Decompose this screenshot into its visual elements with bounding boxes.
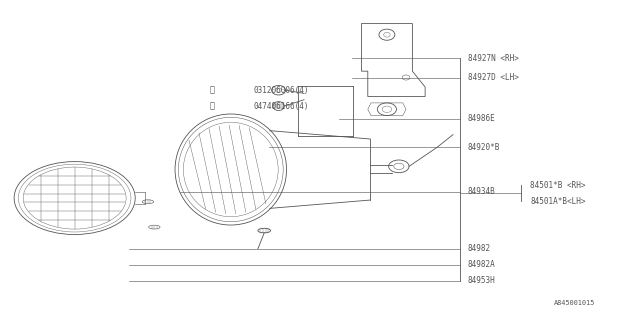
Text: 047406166(4): 047406166(4) — [253, 101, 308, 111]
Text: 84501A*B<LH>: 84501A*B<LH> — [531, 197, 586, 206]
Text: 84934B: 84934B — [468, 187, 495, 196]
Text: Ⓜ: Ⓜ — [209, 86, 214, 95]
Text: 031206006(4): 031206006(4) — [253, 86, 308, 95]
Text: 84501*B <RH>: 84501*B <RH> — [531, 181, 586, 190]
Text: 84982A: 84982A — [468, 260, 495, 269]
Text: 84920*B: 84920*B — [468, 143, 500, 152]
Text: 84982: 84982 — [468, 244, 491, 253]
Text: 84927D <LH>: 84927D <LH> — [468, 73, 518, 82]
Text: A845001015: A845001015 — [554, 300, 595, 306]
Text: 84986E: 84986E — [468, 114, 495, 123]
Text: 84927N <RH>: 84927N <RH> — [468, 54, 518, 63]
Text: Ⓢ: Ⓢ — [209, 101, 214, 111]
Text: 84953H: 84953H — [468, 276, 495, 285]
